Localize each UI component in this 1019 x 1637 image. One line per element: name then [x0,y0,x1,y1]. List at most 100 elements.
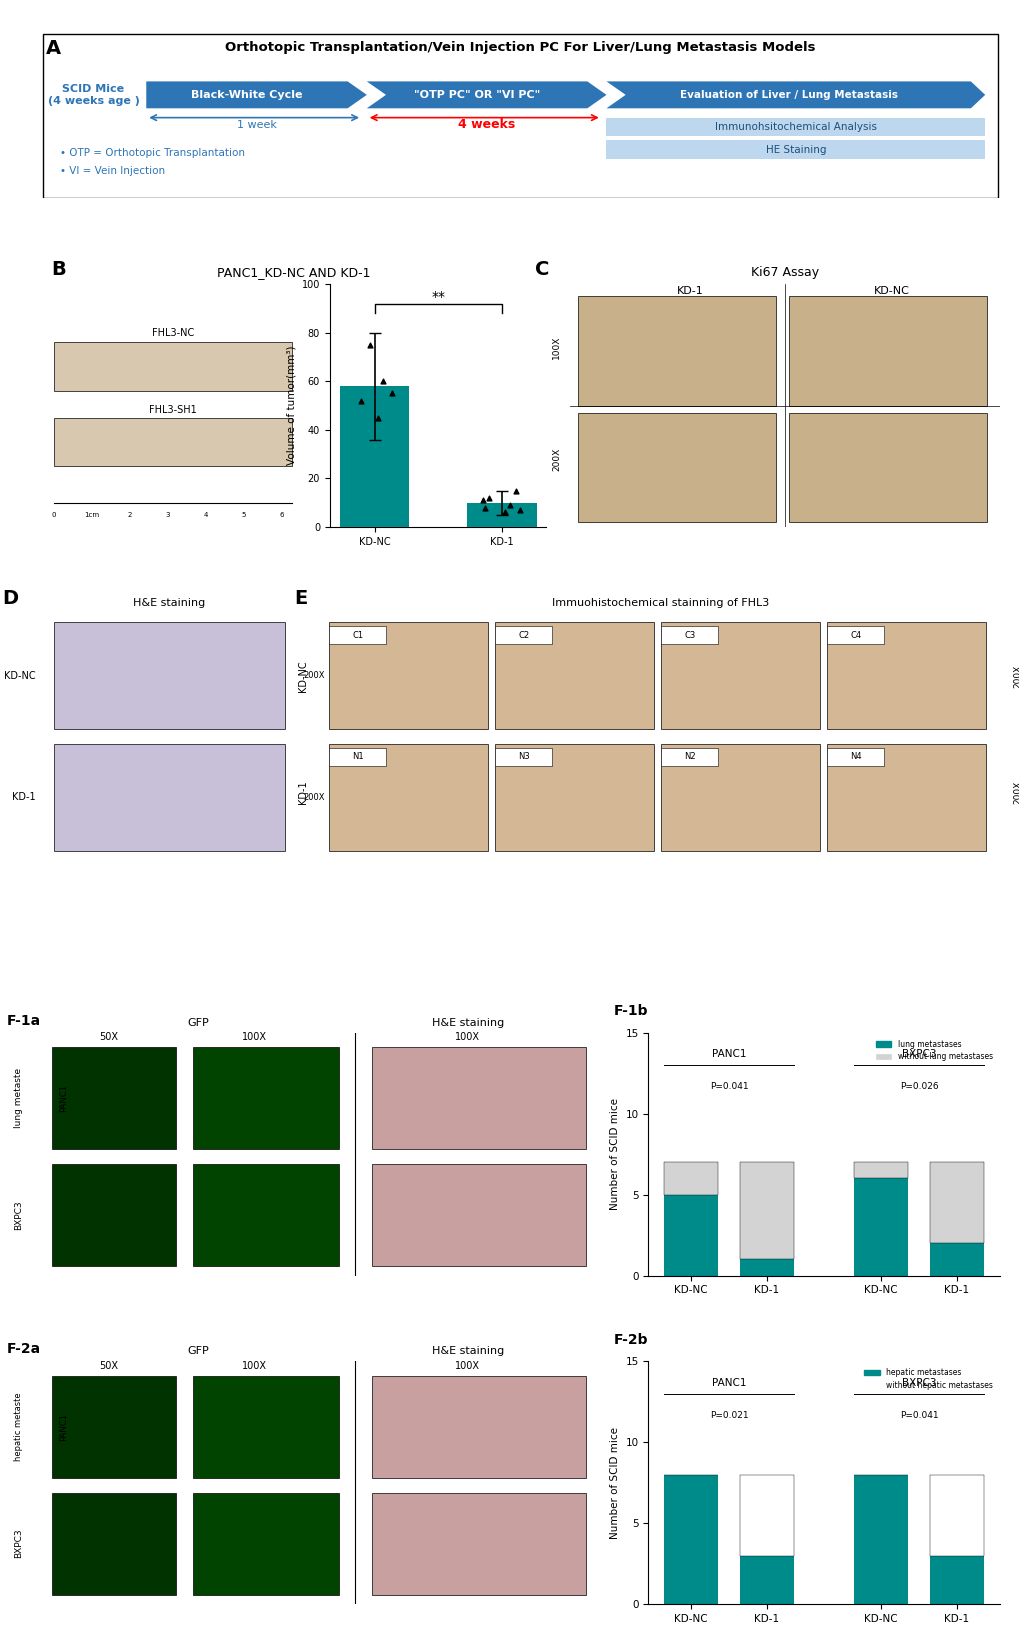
Text: KD-1: KD-1 [677,286,703,296]
Text: 2: 2 [127,512,131,519]
FancyBboxPatch shape [606,118,984,136]
Bar [467,503,536,527]
Text: H&E staining: H&E staining [431,1018,503,1028]
Bar [826,743,985,851]
Point [361,332,377,359]
Text: 0: 0 [52,512,56,519]
Text: 3: 3 [165,512,170,519]
Bar [328,743,487,851]
Text: H&E staining: H&E staining [431,1347,503,1357]
Text: 100X: 100X [242,1360,267,1370]
Text: N3: N3 [518,751,529,761]
Bar [372,1048,585,1149]
Bar [929,1475,982,1555]
Text: PANC1: PANC1 [59,1084,67,1112]
Text: C4: C4 [850,630,861,640]
Bar [193,1048,338,1149]
Bar [740,1555,793,1604]
Bar [929,1242,982,1275]
Bar [854,1475,907,1604]
FancyBboxPatch shape [660,625,717,645]
Bar [52,1375,175,1478]
Point [383,380,399,406]
Text: • OTP = Orthotopic Transplantation: • OTP = Orthotopic Transplantation [60,147,245,157]
Bar [854,1162,907,1179]
Bar [789,413,985,522]
Text: Immuohistochemical stainning of FHL3: Immuohistochemical stainning of FHL3 [551,598,768,607]
FancyBboxPatch shape [494,625,551,645]
Text: Black-White Cycle: Black-White Cycle [191,90,303,100]
Text: N4: N4 [849,751,861,761]
FancyBboxPatch shape [606,141,984,159]
Text: 5: 5 [240,512,246,519]
Text: P=0.021: P=0.021 [709,1411,748,1419]
Bar [54,342,292,391]
Point [480,485,496,511]
Bar [328,622,487,730]
Text: KD-1: KD-1 [12,792,36,802]
Bar [789,296,985,406]
Bar [578,296,775,406]
FancyBboxPatch shape [826,748,883,766]
Text: PANC1: PANC1 [711,1378,746,1388]
Bar [578,413,775,522]
Point [506,478,523,504]
Text: 200X: 200X [551,447,560,471]
Bar [660,743,819,851]
Text: lung metaste: lung metaste [14,1069,22,1128]
FancyBboxPatch shape [660,748,717,766]
Text: BXPC3: BXPC3 [14,1200,22,1229]
Text: 6: 6 [279,512,283,519]
Bar [54,417,292,467]
Text: 100X: 100X [454,1031,480,1041]
Y-axis label: Number of SCID mice: Number of SCID mice [609,1098,620,1210]
Bar [54,743,285,851]
Text: 1cm: 1cm [85,512,100,519]
Bar [660,622,819,730]
Text: 200X: 200X [1012,781,1019,804]
Point [501,493,518,519]
Bar [929,1555,982,1604]
Legend: lung metastases, without lung metastases: lung metastases, without lung metastases [872,1036,995,1064]
Bar [193,1493,338,1594]
Text: 200X: 200X [304,792,325,802]
Point [370,404,386,431]
Text: H&E staining: H&E staining [133,598,206,607]
Point [353,388,369,414]
FancyBboxPatch shape [328,625,386,645]
Text: N2: N2 [684,751,695,761]
Y-axis label: Volume of tumor(mm³): Volume of tumor(mm³) [285,345,296,465]
Bar [52,1164,175,1265]
Text: HE Staining: HE Staining [765,144,825,154]
Text: A: A [46,39,61,57]
Text: C3: C3 [684,630,695,640]
Text: BXPC3: BXPC3 [901,1378,935,1388]
Text: 50X: 50X [99,1031,117,1041]
Text: 100X: 100X [242,1031,267,1041]
Text: Orthotopic Transplantation/Vein Injection PC For Liver/Lung Metastasis Models: Orthotopic Transplantation/Vein Injectio… [225,41,814,54]
Text: • VI = Vein Injection: • VI = Vein Injection [60,167,165,177]
Bar [52,1493,175,1594]
Point [475,488,491,514]
Text: C1: C1 [352,630,363,640]
Bar [54,622,285,730]
Text: F-1b: F-1b [612,1003,647,1018]
Bar [663,1195,716,1275]
Bar [740,1475,793,1555]
Text: N1: N1 [352,751,363,761]
Text: hepatic metaste: hepatic metaste [14,1393,22,1462]
Text: C2: C2 [518,630,529,640]
Text: 4: 4 [203,512,208,519]
Point [511,498,527,524]
Text: B: B [51,260,65,280]
Text: 4 weeks: 4 weeks [458,118,515,131]
Bar [494,622,653,730]
Point [476,494,492,521]
Bar [372,1375,585,1478]
Text: KD-NC: KD-NC [873,286,909,296]
Text: KD-NC: KD-NC [298,660,308,692]
Bar [372,1164,585,1265]
Text: F-2a: F-2a [7,1342,41,1357]
Bar [663,1162,716,1195]
Bar [52,1048,175,1149]
